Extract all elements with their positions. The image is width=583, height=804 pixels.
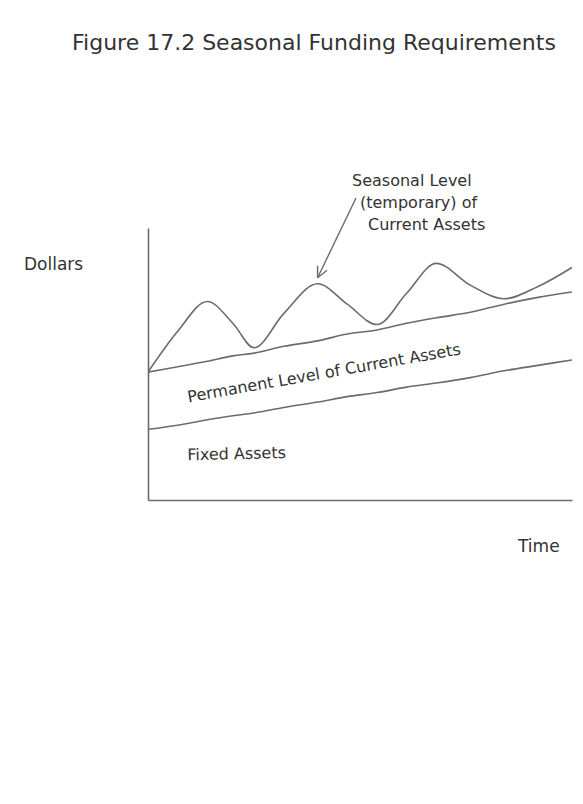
y-axis-title: Dollars (24, 254, 83, 274)
series-label: Fixed Assets (187, 443, 286, 464)
annotation-arrow-head (318, 270, 327, 277)
series-line (148, 263, 572, 372)
annotation-arrow-head (317, 266, 318, 278)
annotation-arrow (318, 198, 356, 278)
chart: Figure 17.2 Seasonal Funding Requirement… (0, 0, 583, 804)
series-label: Seasonal Level(temporary) ofCurrent Asse… (352, 171, 485, 234)
y-axis (148, 229, 149, 501)
series-label: Permanent Level of Current Assets (186, 339, 462, 406)
plot-lines (148, 263, 572, 429)
y-axis-line (148, 229, 150, 501)
x-axis (149, 500, 573, 501)
title: Figure 17.2 Seasonal Funding Requirement… (72, 30, 556, 55)
x-axis-title: Time (517, 536, 560, 556)
x-axis-line (149, 500, 573, 502)
